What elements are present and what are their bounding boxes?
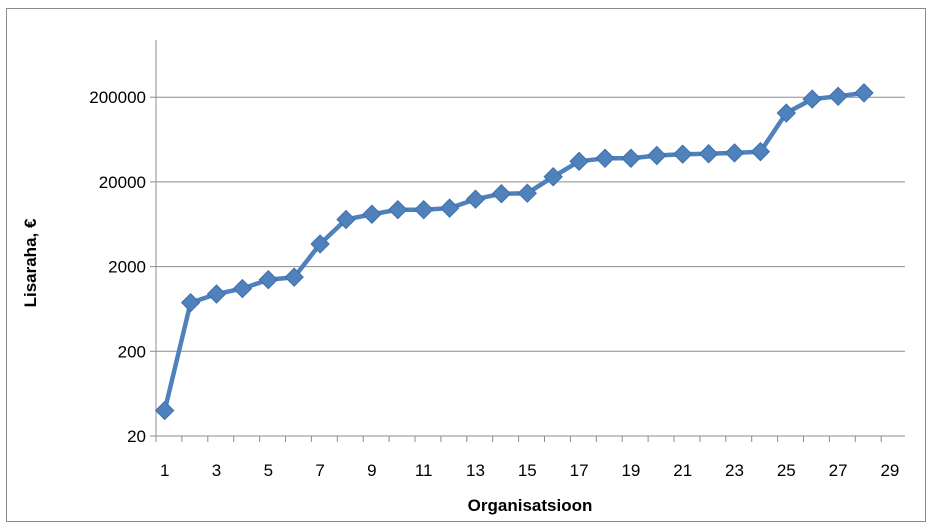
y-tick-label: 20000	[99, 173, 146, 192]
series-group	[154, 83, 874, 421]
x-tick-label: 19	[621, 461, 640, 480]
x-tick-label: 23	[725, 461, 744, 480]
y-tick-label: 200	[118, 342, 146, 361]
y-axis-title: Lisaraha, €	[21, 218, 40, 307]
data-point-marker	[362, 204, 382, 224]
x-tick-labels: 1 3 5 7 9 11 13 15 17 19 21 23 25 27 29	[160, 461, 899, 480]
axes	[150, 40, 905, 442]
data-point-marker	[543, 167, 563, 187]
data-point-marker	[698, 144, 719, 164]
data-point-marker	[439, 198, 460, 218]
data-point-marker	[828, 86, 848, 106]
series-line	[162, 90, 865, 412]
data-point-marker	[776, 103, 797, 123]
data-point-marker	[232, 278, 253, 299]
x-tick-label: 9	[367, 461, 376, 480]
x-tick-label: 21	[673, 461, 692, 480]
data-point-marker	[310, 234, 330, 254]
data-point-marker	[413, 199, 434, 220]
x-tick-label: 29	[880, 461, 899, 480]
x-tick-label: 13	[466, 461, 485, 480]
data-point-marker	[802, 89, 822, 109]
data-point-marker	[621, 148, 641, 168]
data-point-marker	[206, 284, 227, 304]
x-tick-label: 11	[415, 461, 433, 480]
data-point-marker	[672, 144, 693, 164]
x-tick-label: 15	[518, 461, 537, 480]
data-point-marker	[491, 184, 512, 204]
data-point-marker	[258, 270, 279, 290]
data-point-marker	[388, 199, 408, 220]
x-tick-label: 7	[315, 461, 324, 480]
data-point-marker	[647, 145, 667, 166]
y-tick-label: 200000	[89, 88, 146, 107]
data-point-marker	[517, 183, 538, 203]
data-point-marker	[284, 267, 304, 287]
data-point-marker	[750, 141, 771, 162]
data-point-marker	[595, 148, 615, 168]
x-tick-label: 3	[212, 461, 221, 480]
data-point-marker	[854, 83, 874, 103]
x-tick-label: 5	[264, 461, 273, 480]
y-tick-label: 20	[127, 427, 146, 446]
data-point-marker	[465, 189, 486, 209]
x-tick-label: 27	[829, 461, 848, 480]
data-point-marker	[569, 151, 589, 172]
data-point-marker	[724, 143, 745, 163]
x-tick-label: 1	[160, 461, 169, 480]
x-axis-title: Organisatsioon	[468, 496, 593, 515]
y-tick-label: 2000	[108, 258, 146, 277]
y-tick-labels: 20 200 2000 20000 200000	[89, 88, 146, 446]
x-tick-label: 17	[570, 461, 589, 480]
x-tick-label: 25	[777, 461, 796, 480]
data-point-marker	[154, 400, 175, 421]
data-point-marker	[336, 209, 356, 230]
gridlines	[156, 96, 905, 352]
data-point-marker	[180, 292, 201, 313]
